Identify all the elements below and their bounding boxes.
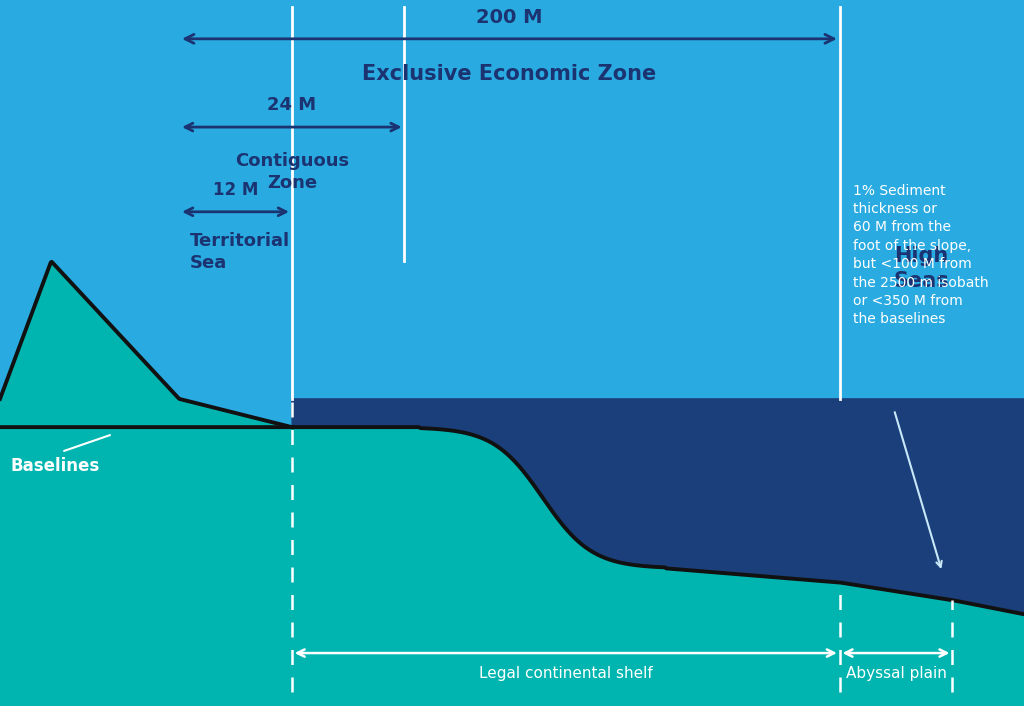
Text: Legal continental shelf: Legal continental shelf	[479, 666, 652, 681]
Polygon shape	[292, 399, 1024, 614]
Text: Baselines: Baselines	[10, 457, 99, 475]
Text: High
Seas: High Seas	[894, 246, 949, 291]
Text: Territorial
Sea: Territorial Sea	[189, 232, 290, 272]
Text: Contiguous
Zone: Contiguous Zone	[234, 152, 349, 192]
Text: 12 M: 12 M	[213, 181, 258, 199]
Text: 24 M: 24 M	[267, 97, 316, 114]
Text: Abyssal plain: Abyssal plain	[846, 666, 946, 681]
Text: 200 M: 200 M	[476, 8, 543, 27]
Text: Exclusive Economic Zone: Exclusive Economic Zone	[362, 64, 656, 83]
Polygon shape	[0, 262, 292, 427]
Text: 1% Sediment
thickness or
60 M from the
foot of the slope,
but <100 M from
the 25: 1% Sediment thickness or 60 M from the f…	[853, 184, 988, 326]
Polygon shape	[0, 427, 1024, 706]
